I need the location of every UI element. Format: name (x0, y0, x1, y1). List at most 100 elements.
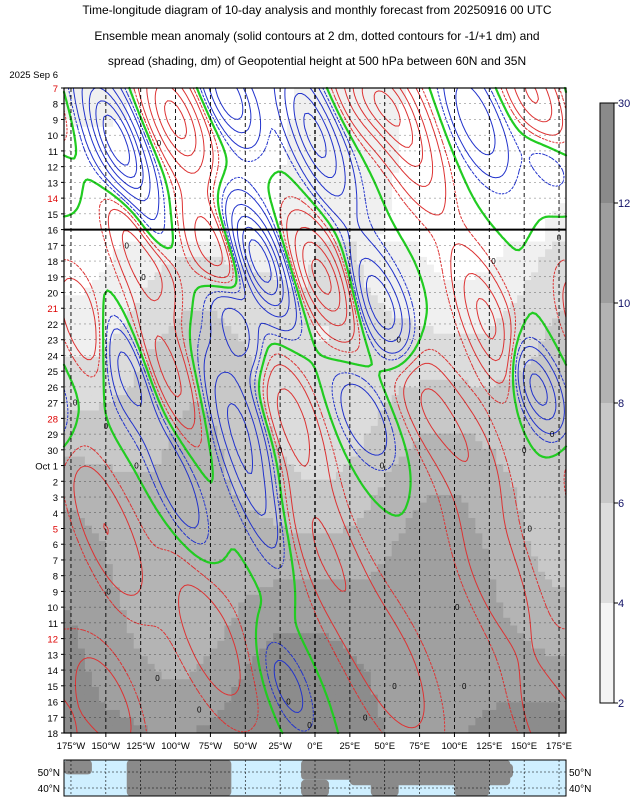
spread-cell (308, 625, 316, 634)
spread-cell (245, 448, 253, 457)
spread-cell (210, 625, 218, 634)
spread-cell (301, 195, 309, 204)
spread-cell (217, 418, 225, 427)
spread-cell (398, 456, 407, 465)
spread-cell (489, 295, 497, 304)
spread-cell (119, 310, 128, 319)
spread-cell (440, 487, 448, 496)
spread-cell (112, 594, 121, 603)
spread-cell (545, 448, 553, 457)
spread-cell (189, 418, 197, 427)
spread-cell (440, 287, 448, 296)
spread-cell (112, 256, 121, 266)
spread-cell (440, 456, 448, 465)
spread-cell (468, 356, 476, 365)
spread-cell (301, 456, 309, 465)
spread-cell (363, 525, 372, 534)
spread-cell (168, 587, 176, 596)
spread-cell (147, 725, 156, 734)
spread-cell (294, 103, 302, 112)
spread-cell (517, 548, 525, 557)
spread-cell (384, 418, 393, 427)
spread-cell (426, 725, 434, 734)
spread-cell (161, 264, 169, 273)
spread-cell (524, 579, 532, 588)
spread-cell (182, 564, 190, 573)
spread-cell (468, 364, 476, 373)
spread-cell (182, 264, 190, 273)
spread-cell (398, 326, 407, 335)
spread-cell (356, 679, 365, 688)
spread-cell (77, 464, 86, 473)
spread-cell (412, 679, 420, 688)
spread-cell (363, 218, 372, 227)
spread-cell (335, 310, 344, 319)
spread-cell (433, 372, 441, 381)
spread-cell (328, 579, 337, 588)
spread-cell (196, 594, 204, 603)
spread-cell (489, 625, 497, 634)
spread-cell (175, 326, 183, 335)
spread-cell (245, 395, 253, 404)
spread-cell (363, 333, 372, 342)
spread-cell (489, 364, 497, 373)
spread-cell (84, 333, 93, 342)
spread-cell (77, 356, 86, 365)
spread-cell (433, 318, 441, 327)
spread-cell (287, 656, 295, 665)
spread-cell (119, 456, 128, 465)
spread-cell (524, 379, 532, 388)
spread-cell (510, 686, 518, 696)
spread-cell (447, 279, 455, 289)
spread-cell (168, 456, 176, 465)
spread-cell (84, 295, 93, 304)
spread-cell (224, 279, 232, 289)
spread-cell (384, 686, 393, 696)
spread-cell (559, 333, 567, 342)
spread-cell (489, 556, 497, 565)
spread-cell (280, 172, 288, 181)
spread-cell (531, 326, 539, 335)
spread-cell (98, 88, 107, 97)
spread-cell (384, 602, 393, 611)
spread-cell (196, 402, 204, 411)
spread-cell (552, 433, 560, 442)
spread-cell (433, 287, 441, 296)
spread-cell (161, 249, 169, 258)
spread-cell (545, 510, 553, 519)
spread-cell (301, 464, 309, 473)
spread-cell (328, 425, 337, 434)
spread-cell (356, 487, 365, 496)
spread-cell (98, 272, 107, 281)
spread-cell (182, 441, 190, 450)
spread-cell (377, 218, 386, 227)
spread-cell (308, 425, 316, 434)
spread-cell (196, 625, 204, 634)
spread-cell (370, 111, 379, 120)
spread-cell (489, 372, 497, 381)
spread-cell (475, 387, 483, 396)
spread-cell (335, 134, 344, 143)
spread-cell (335, 333, 344, 342)
spread-cell (426, 617, 434, 626)
spread-cell (559, 433, 567, 442)
spread-cell (168, 686, 176, 696)
spread-cell (321, 279, 330, 289)
spread-cell (363, 272, 372, 281)
spread-cell (321, 510, 330, 519)
spread-cell (245, 402, 253, 411)
spread-cell (363, 364, 372, 373)
spread-cell (189, 372, 197, 381)
spread-cell (133, 679, 142, 688)
spread-cell (140, 548, 149, 557)
spread-cell (524, 494, 532, 504)
spread-cell (468, 717, 476, 726)
spread-cell (524, 326, 532, 335)
spread-cell (140, 464, 149, 473)
spread-cell (342, 295, 351, 304)
spread-cell (517, 287, 525, 296)
spread-cell (126, 556, 135, 565)
chart-title-line-2: Ensemble mean anomaly (solid contours at… (94, 29, 540, 43)
spread-cell (301, 326, 309, 335)
spread-cell (245, 303, 253, 312)
